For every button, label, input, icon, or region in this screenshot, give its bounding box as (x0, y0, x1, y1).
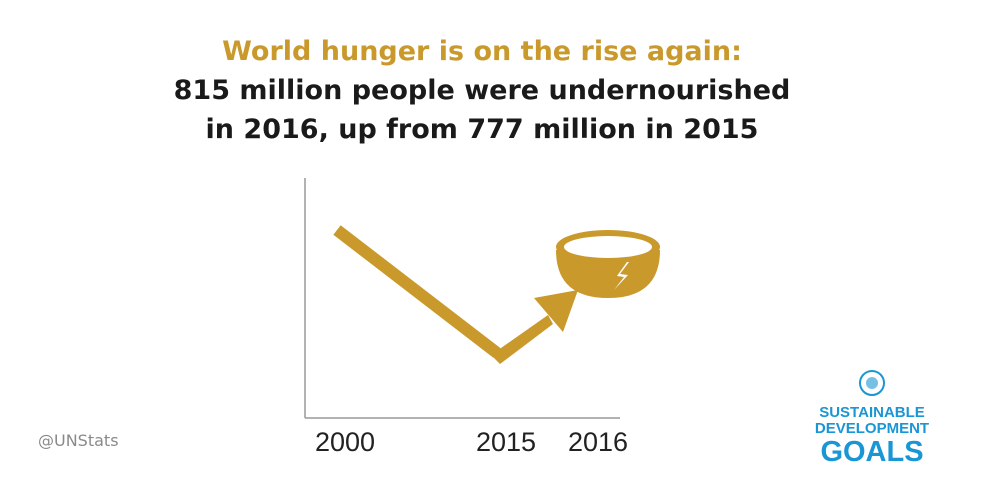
credit: @UNStats (38, 431, 119, 450)
axis-label: 2016 (568, 427, 628, 457)
logo-line: GOALS (820, 436, 923, 468)
sdg-logo: SUSTAINABLE DEVELOPMENT GOALS (815, 370, 929, 468)
subtitle-line: in 2016, up from 777 million in 2015 (206, 114, 759, 145)
trend-arrow (333, 225, 578, 364)
logo-line: DEVELOPMENT (815, 420, 929, 437)
empty-bowl (556, 230, 660, 298)
title: World hunger is on the rise again: (222, 36, 742, 67)
axis-label: 2000 (315, 427, 375, 457)
subtitle-line: 815 million people were undernourished (174, 75, 791, 106)
axes (304, 178, 620, 419)
axis-label: 2015 (476, 427, 536, 457)
logo-line: SUSTAINABLE (819, 404, 925, 421)
